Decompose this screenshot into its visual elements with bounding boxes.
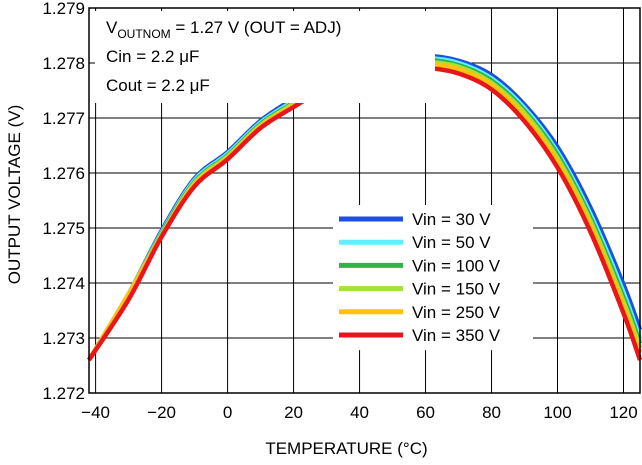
x-tick-label: −40 xyxy=(81,403,110,422)
annotation-background xyxy=(95,11,435,103)
annotation-line-3: Cout = 2.2 μF xyxy=(106,76,210,95)
legend-label: Vin = 50 V xyxy=(412,233,491,252)
annotation-block: VOUTNOM = 1.27 V (OUT = ADJ) Cin = 2.2 μ… xyxy=(106,18,341,95)
annotation-line-1-subscript: OUTNOM xyxy=(117,27,170,41)
y-tick-label: 1.279 xyxy=(42,0,85,18)
x-tick-label: −20 xyxy=(147,403,176,422)
x-tick-label: 60 xyxy=(416,403,435,422)
annotation-line-1: VOUTNOM = 1.27 V (OUT = ADJ) xyxy=(106,18,341,41)
y-axis-label: OUTPUT VOLTAGE (V) xyxy=(5,105,24,284)
y-tick-label: 1.272 xyxy=(42,384,85,403)
x-tick-label: 0 xyxy=(223,403,232,422)
legend: Vin = 30 V Vin = 50 V Vin = 100 V Vin = 150… xyxy=(333,205,533,351)
x-axis-label: TEMPERATURE (°C) xyxy=(265,439,427,458)
legend-background xyxy=(333,205,533,351)
legend-label: Vin = 350 V xyxy=(412,326,501,345)
plot-frame xyxy=(88,7,641,394)
annotation-line-1-rest: = 1.27 V (OUT = ADJ) xyxy=(171,18,342,37)
y-tick-label: 1.275 xyxy=(42,219,85,238)
x-tick-label: 120 xyxy=(609,403,637,422)
x-tick-label: 80 xyxy=(482,403,501,422)
x-tick-label: 100 xyxy=(543,403,571,422)
annotation-line-1-prefix: V xyxy=(106,18,118,37)
legend-label: Vin = 100 V xyxy=(412,256,501,275)
y-tick-label: 1.277 xyxy=(42,109,85,128)
y-axis-tick-labels: 1.272 1.273 1.274 1.275 1.276 1.277 1.278 1.279 xyxy=(42,0,85,403)
x-axis-tick-labels: −40 −20 0 20 40 60 80 100 120 xyxy=(81,403,638,422)
legend-label: Vin = 30 V xyxy=(412,210,491,229)
y-tick-label: 1.273 xyxy=(42,329,85,348)
x-tick-label: 20 xyxy=(284,403,303,422)
x-tick-label: 40 xyxy=(350,403,369,422)
legend-label: Vin = 150 V xyxy=(412,280,501,299)
annotation-line-2: Cin = 2.2 μF xyxy=(106,47,199,66)
y-tick-label: 1.276 xyxy=(42,164,85,183)
legend-label: Vin = 250 V xyxy=(412,303,501,322)
y-tick-label: 1.274 xyxy=(42,274,85,293)
y-tick-label: 1.278 xyxy=(42,54,85,73)
